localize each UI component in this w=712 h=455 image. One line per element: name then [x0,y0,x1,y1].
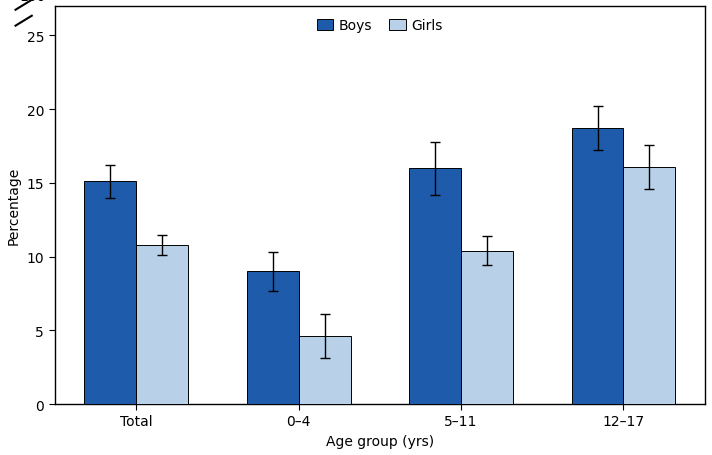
Bar [409,169,461,404]
X-axis label: Age group (yrs): Age group (yrs) [325,434,434,448]
Bar [298,337,350,404]
Y-axis label: Percentage: Percentage [7,167,21,245]
Bar [572,129,624,404]
Bar [461,251,513,404]
Legend: Boys, Girls: Boys, Girls [311,14,449,39]
Bar [246,272,298,404]
Text: 100: 100 [20,0,46,4]
Bar [84,182,136,404]
Bar [624,167,676,404]
Bar [136,245,188,404]
